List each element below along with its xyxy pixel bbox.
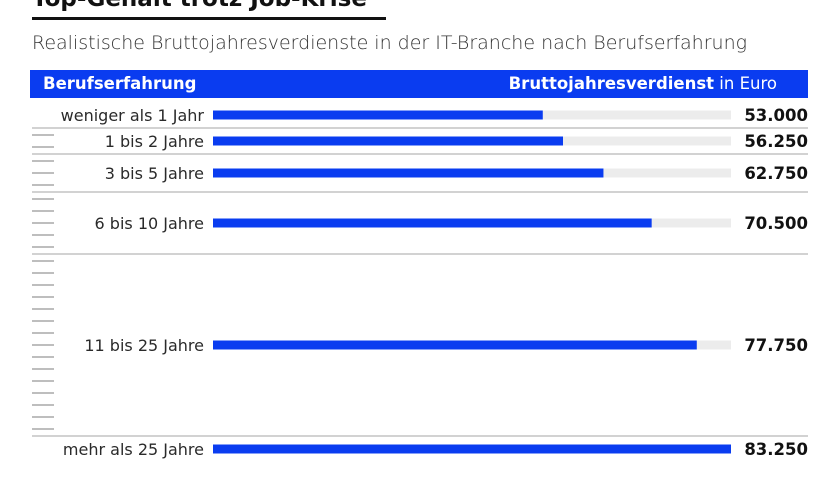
category-label: 11 bis 25 Jahre [84,336,204,355]
bar [213,110,543,120]
chart-subtitle: Realistische Bruttojahresverdienste in d… [32,32,748,54]
header-value-bold: Bruttojahresverdienst [508,74,715,93]
category-label: 1 bis 2 Jahre [105,132,204,151]
table-header-band: Berufserfahrung Bruttojahresverdienst in… [30,70,808,98]
value-label: 53.000 [744,106,808,125]
bar [213,168,604,178]
value-label: 62.750 [744,164,808,183]
value-label: 70.500 [744,214,808,233]
chart-title: Top-Gehalt trotz Job-Krise [32,0,367,12]
bar [213,444,731,454]
title-underline [32,17,386,20]
bar [213,218,652,228]
category-label: weniger als 1 Jahr [61,106,205,125]
category-label: 6 bis 10 Jahre [95,214,204,233]
value-label: 83.250 [744,440,808,459]
bar [213,136,563,146]
header-value-label: Bruttojahresverdienst in Euro [509,74,777,93]
value-label: 77.750 [744,336,808,355]
category-label: mehr als 25 Jahre [63,440,204,459]
bar [213,340,697,350]
value-label: 56.250 [744,132,808,151]
header-category-label: Berufserfahrung [43,74,197,93]
category-label: 3 bis 5 Jahre [105,164,204,183]
header-value-unit: in Euro [714,74,777,93]
